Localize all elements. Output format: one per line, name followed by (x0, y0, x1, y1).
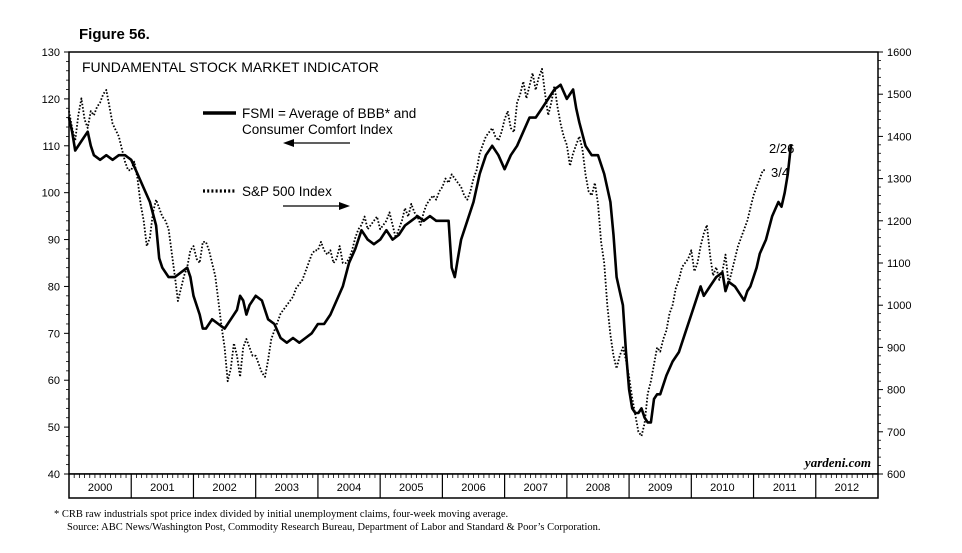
figure-label: Figure 56. (79, 26, 150, 43)
y-right-tick-label: 1200 (887, 216, 911, 228)
x-tick-label: 2006 (461, 482, 485, 494)
y-left-tick-label: 50 (48, 422, 60, 434)
chart-title: FUNDAMENTAL STOCK MARKET INDICATOR (82, 59, 379, 75)
series-layer (67, 68, 793, 437)
legend-fsmi-label-line1: FSMI = Average of BBB* and (242, 106, 416, 121)
series-sp500-line (68, 68, 766, 437)
y-left-tick-label: 70 (48, 328, 60, 340)
y-right-tick-label: 1100 (887, 258, 911, 270)
y-right-tick-label: 900 (887, 342, 905, 354)
y-left-tick-label: 130 (42, 47, 60, 59)
legend-fsmi-label-line2: Consumer Comfort Index (242, 122, 393, 137)
y-right-tick-label: 1400 (887, 131, 911, 143)
y-left-tick-label: 80 (48, 281, 60, 293)
source-note: Source: ABC News/Washington Post, Commod… (67, 522, 601, 533)
right-axis: 600 700 800 900 1000 1100 1200 1300 1400 1500 1600 (878, 47, 911, 481)
left-axis: 40 50 60 70 80 90 100 110 120 130 (42, 47, 69, 481)
y-right-tick-label: 700 (887, 427, 905, 439)
y-left-tick-label: 60 (48, 375, 60, 387)
x-tick-label: 2004 (337, 482, 361, 494)
x-tick-label: 2005 (399, 482, 423, 494)
x-tick-label: 2009 (648, 482, 672, 494)
x-tick-label: 2008 (586, 482, 610, 494)
annotation-sp-date: 3/4 (771, 165, 789, 180)
x-tick-label: 2002 (212, 482, 236, 494)
y-left-tick-label: 90 (48, 235, 60, 247)
y-right-tick-label: 1300 (887, 174, 911, 186)
y-right-tick-label: 1600 (887, 47, 911, 59)
watermark: yardeni.com (803, 455, 871, 470)
x-tick-label: 2001 (150, 482, 174, 494)
y-left-tick-label: 40 (48, 469, 60, 481)
annotation-fsmi-date: 2/26 (769, 141, 794, 156)
y-right-tick-label: 1000 (887, 300, 911, 312)
x-tick-label: 2007 (523, 482, 547, 494)
legend-sp-arrow (283, 202, 350, 210)
y-right-tick-label: 1500 (887, 89, 911, 101)
x-tick-label: 2010 (710, 482, 734, 494)
x-axis: 2000 2001 2002 2003 2004 2005 2006 2007 2008 2009… (73, 474, 874, 498)
x-tick-label: 2012 (835, 482, 859, 494)
legend-sp-label: S&P 500 Index (242, 184, 332, 199)
y-left-tick-label: 100 (42, 188, 60, 200)
legend-fsmi-arrow (283, 139, 350, 147)
y-right-tick-label: 600 (887, 469, 905, 481)
y-left-tick-label: 110 (42, 141, 60, 153)
x-tick-label: 2011 (773, 482, 797, 494)
y-right-tick-label: 800 (887, 385, 905, 397)
y-left-tick-label: 120 (42, 94, 60, 106)
x-tick-label: 2000 (88, 482, 112, 494)
x-tick-label: 2003 (275, 482, 299, 494)
footnote: * CRB raw industrials spot price index d… (54, 509, 509, 520)
series-fsmi-line (67, 83, 793, 424)
